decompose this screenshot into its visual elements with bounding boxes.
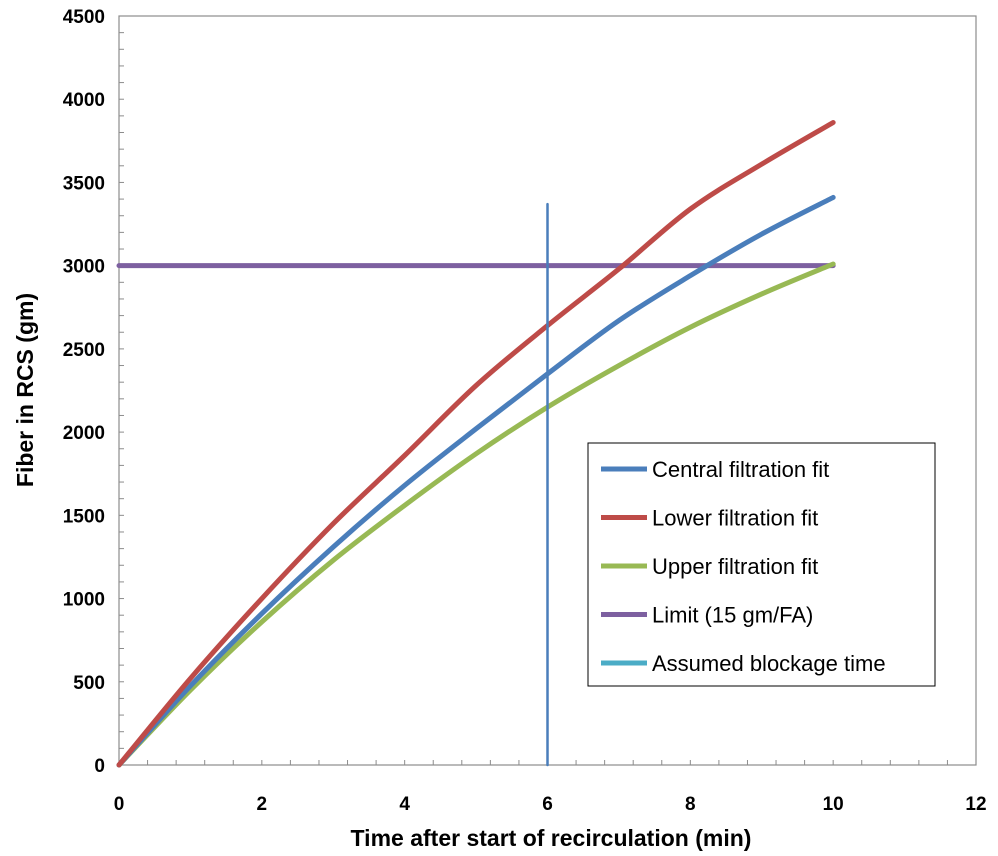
- legend-label: Assumed blockage time: [652, 651, 886, 676]
- y-tick-label: 0: [94, 756, 105, 777]
- x-tick-label: 12: [965, 794, 986, 815]
- series-line-lower-filtration-fit: [116, 120, 836, 768]
- x-axis-title: Time after start of recirculation (min): [351, 825, 752, 851]
- y-tick-label: 1000: [63, 590, 105, 611]
- y-tick-label: 4000: [63, 90, 105, 111]
- series-layer: [116, 120, 836, 768]
- y-tick-label: 1500: [63, 506, 105, 527]
- y-tick-label: 3000: [63, 257, 105, 278]
- legend-label: Upper filtration fit: [652, 554, 818, 579]
- legend-label: Lower filtration fit: [652, 506, 818, 531]
- series-line-central-filtration-fit: [116, 194, 836, 768]
- y-tick-label: 2000: [63, 423, 105, 444]
- x-tick-label: 10: [823, 794, 844, 815]
- y-tick-labels: 0 500 1000 1500 2000 2500 3000 3500 4000 4500: [63, 7, 105, 777]
- x-tick-labels: 0 2 4 6 8 10 12: [114, 794, 987, 815]
- y-tick-label: 2500: [63, 340, 105, 361]
- x-tick-label: 2: [257, 794, 268, 815]
- y-axis-title: Fiber in RCS (gm): [12, 293, 38, 487]
- x-tick-label: 6: [542, 794, 553, 815]
- x-tick-label: 8: [685, 794, 696, 815]
- y-tick-label: 500: [73, 673, 105, 694]
- y-tick-label: 3500: [63, 173, 105, 194]
- series-line-upper-filtration-fit: [116, 261, 836, 768]
- legend-label: Central filtration fit: [652, 457, 829, 482]
- minor-ticks: [118, 15, 977, 766]
- x-tick-label: 0: [114, 794, 125, 815]
- y-tick-label: 4500: [63, 7, 105, 28]
- legend-label: Limit (15 gm/FA): [652, 603, 813, 628]
- legend: Central filtration fit Lower filtration f…: [587, 442, 936, 687]
- x-tick-label: 4: [399, 794, 410, 815]
